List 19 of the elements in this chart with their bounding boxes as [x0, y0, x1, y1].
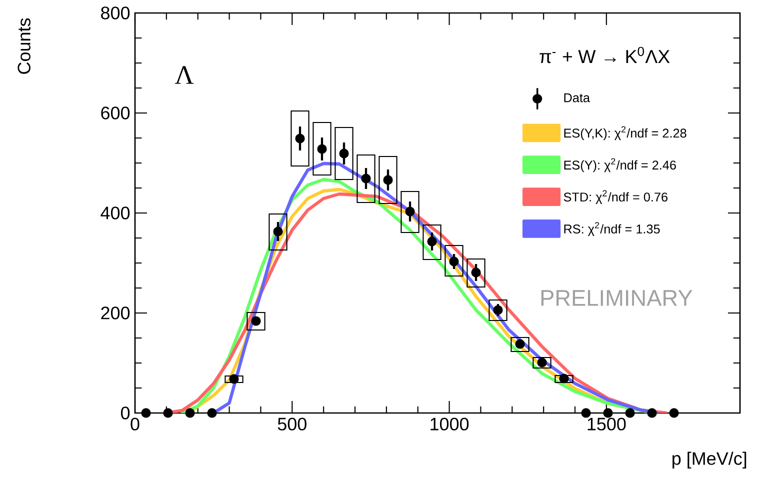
x-axis-title: p [MeV/c]	[672, 452, 746, 468]
legend-label: RS: χ$^{2}$/ndf = 1.35	[564, 222, 660, 236]
annotation: Λ	[174, 66, 194, 84]
x-tick-label: 1500	[588, 418, 626, 430]
y-axis-title: Counts	[18, 18, 30, 74]
annotation: PRELIMINARY	[541, 290, 692, 306]
annotation: π$^{-}$ + W → K$^{0}$ΛX	[540, 46, 670, 64]
legend-label: STD: χ$^{2}$/ndf = 0.76	[564, 190, 668, 204]
y-tick-label: 200	[101, 306, 130, 320]
legend-label: ES(Y,K): χ$^{2}$/ndf = 2.28	[564, 126, 686, 140]
legend-label: ES(Y): χ$^{2}$/ndf = 2.46	[564, 158, 676, 172]
legend-label: Data	[564, 93, 590, 102]
x-tick-label: 500	[278, 418, 306, 430]
x-tick-label: 0	[130, 418, 140, 430]
y-tick-label: 600	[101, 106, 130, 120]
y-tick-label: 400	[100, 206, 130, 220]
y-tick-label: 800	[101, 6, 130, 20]
x-tick-label: 1000	[430, 418, 469, 430]
y-tick-label: 0	[120, 406, 130, 420]
